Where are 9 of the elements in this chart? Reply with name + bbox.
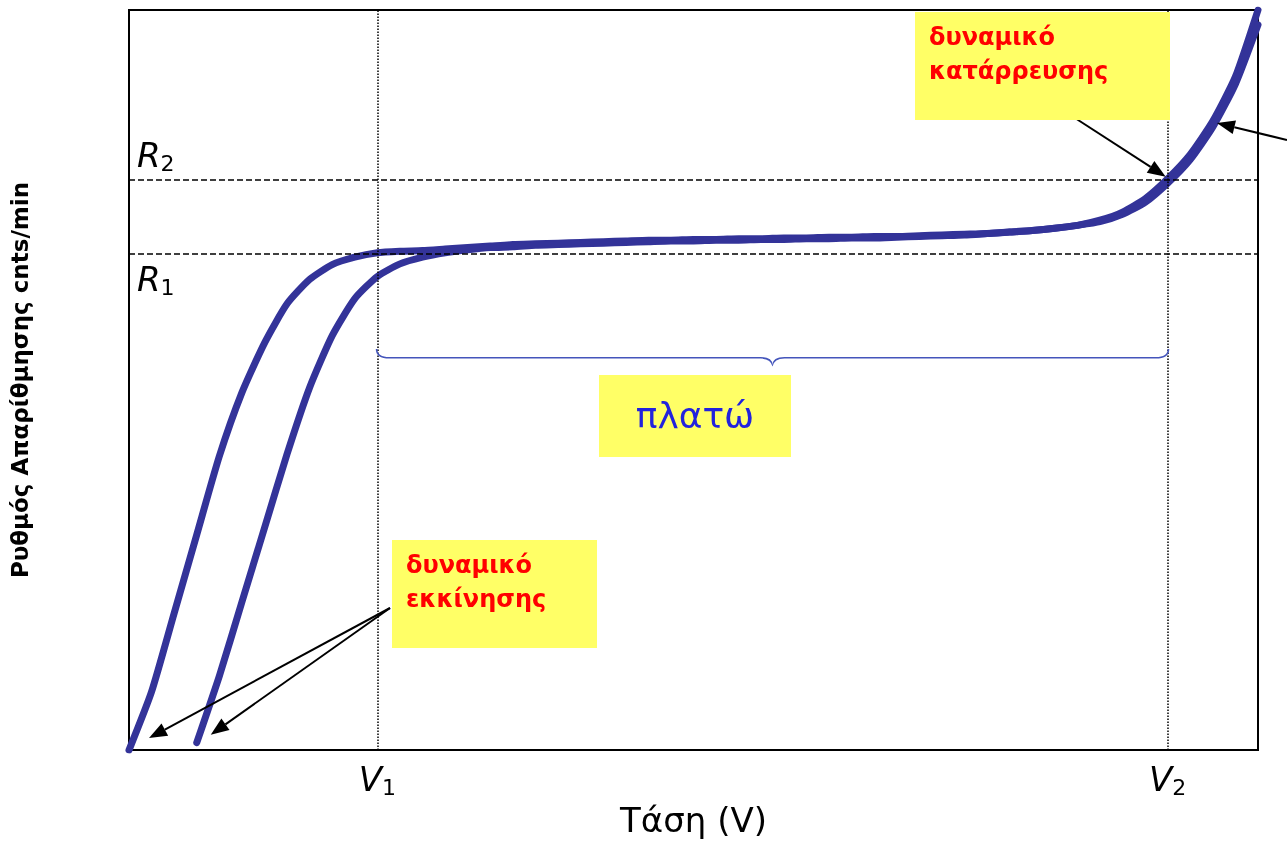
x-tick-label: V1 xyxy=(358,759,397,800)
x-axis-title: Τάση (V) xyxy=(619,800,767,840)
ref-line-label: R2 xyxy=(137,135,175,176)
x-tick-label: V2 xyxy=(1149,759,1187,800)
annotation: πλατώ xyxy=(599,375,791,457)
y-axis-title: Ρυθμός Απαρίθμησης cnts/min xyxy=(6,181,33,579)
annotation: δυναμικό κατάρρευσης xyxy=(915,12,1170,120)
ref-line-label: R1 xyxy=(137,259,175,300)
annotation: δυναμικό εκκίνησης xyxy=(392,540,597,648)
